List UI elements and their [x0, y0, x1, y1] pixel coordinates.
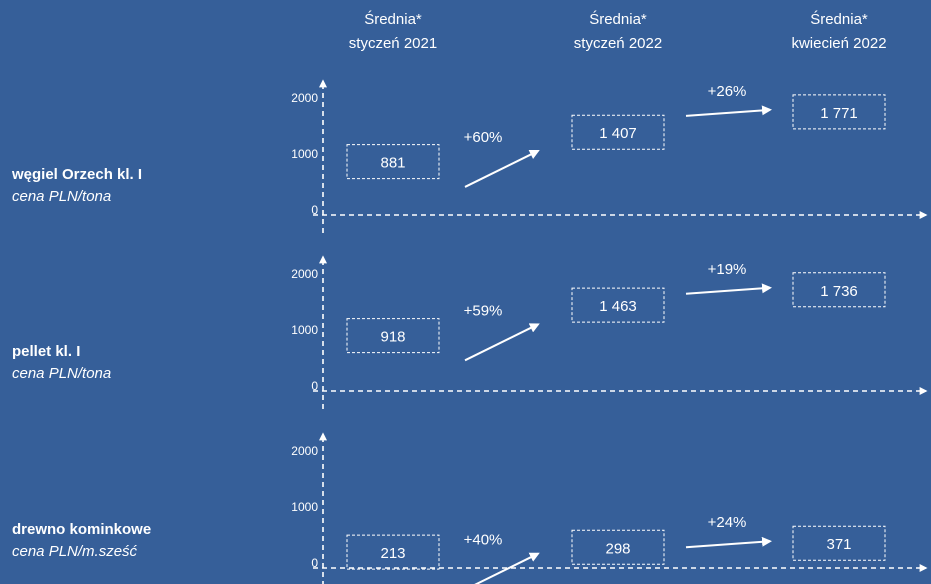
value-box [346, 144, 440, 180]
value-box [571, 114, 665, 150]
y-tick-label: 1000 [291, 500, 318, 514]
change-label: +19% [708, 261, 747, 278]
change-arrow [685, 283, 772, 295]
value-box [792, 94, 886, 130]
row-label-unit: cena PLN/tona [12, 188, 112, 205]
row-label-pellet: pellet kl. I cena PLN/tona [12, 341, 111, 385]
value-box [346, 318, 440, 354]
value-box [571, 529, 665, 565]
change-arrow [685, 105, 772, 117]
change-arrow [464, 323, 540, 362]
value-label: 1 463 [599, 298, 637, 315]
column-header-line: Średnia* [364, 11, 422, 28]
y-tick-label: 1000 [291, 147, 318, 161]
y-tick-label: 0 [311, 203, 318, 217]
value-box [792, 525, 886, 561]
value-box [792, 272, 886, 308]
row-label-coal: węgiel Orzech kl. I cena PLN/tona [12, 164, 142, 208]
column-header-apr-2022: Średnia* kwiecień 2022 [754, 8, 924, 56]
row-label-name: pellet kl. I [12, 343, 81, 360]
column-header-line: Średnia* [589, 11, 647, 28]
value-label: 213 [380, 545, 405, 562]
y-tick-label: 2000 [291, 444, 318, 458]
row-label-name: drewno kominkowe [12, 521, 152, 538]
column-header-line: kwiecień 2022 [791, 35, 887, 52]
column-header-jan-2021: Średnia* styczeń 2021 [308, 8, 478, 56]
column-header-line: styczeń 2021 [348, 35, 438, 52]
value-box [346, 534, 440, 570]
value-label: 1 771 [820, 105, 858, 122]
change-arrow [474, 552, 540, 584]
value-label: 918 [380, 329, 405, 346]
row-label-unit: cena PLN/m.sześć [12, 543, 138, 560]
row-label-name: węgiel Orzech kl. I [12, 166, 143, 183]
change-arrow [464, 149, 540, 188]
change-arrow [685, 536, 772, 549]
column-header-jan-2022: Średnia* styczeń 2022 [533, 8, 703, 56]
value-label: 371 [826, 536, 851, 553]
column-header-line: Średnia* [810, 11, 868, 28]
value-label: 1 736 [820, 283, 858, 300]
row-label-firewood: drewno kominkowe cena PLN/m.sześć [12, 519, 151, 563]
value-label: 298 [605, 540, 630, 557]
y-tick-label: 2000 [291, 267, 318, 281]
row-label-unit: cena PLN/tona [12, 365, 112, 382]
value-box [571, 287, 665, 323]
change-label: +60% [464, 129, 503, 146]
y-tick-label: 0 [311, 379, 318, 393]
change-label: +24% [708, 514, 747, 531]
y-tick-label: 1000 [291, 323, 318, 337]
change-label: +26% [708, 83, 747, 100]
change-label: +40% [464, 532, 503, 549]
change-label: +59% [464, 302, 503, 319]
value-label: 1 407 [599, 125, 637, 142]
y-tick-label: 2000 [291, 91, 318, 105]
column-header-line: styczeń 2022 [573, 35, 663, 52]
y-tick-label: 0 [311, 556, 318, 570]
value-label: 881 [380, 155, 405, 172]
